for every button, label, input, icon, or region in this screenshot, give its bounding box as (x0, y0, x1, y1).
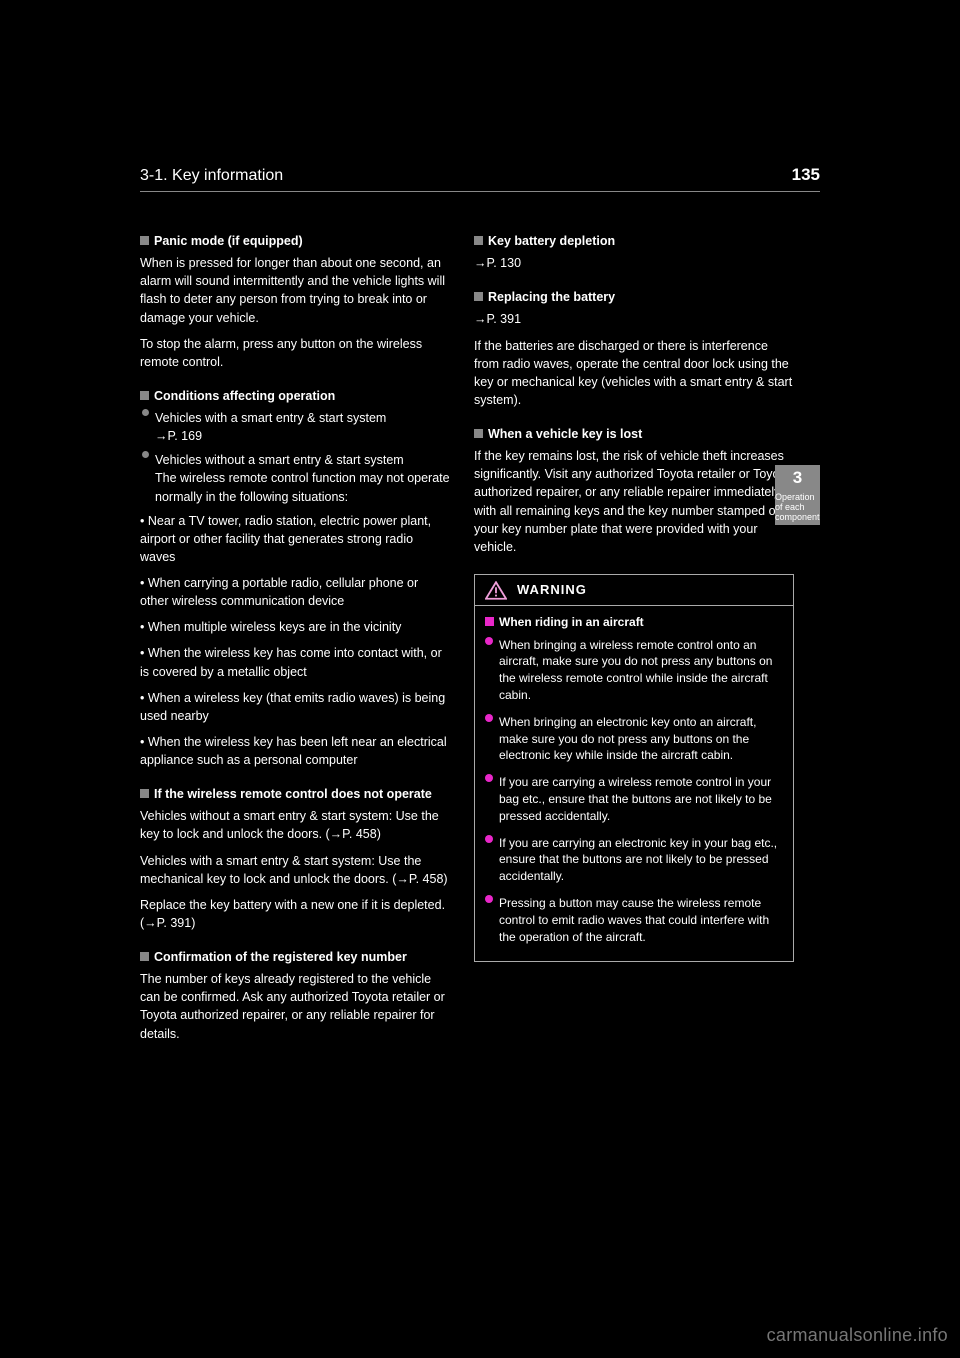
square-bullet-icon (474, 292, 483, 301)
paragraph: Replace the key battery with a new one i… (140, 896, 450, 932)
warning-item: When bringing a wireless remote control … (485, 637, 783, 704)
sub-item: • When a wireless key (that emits radio … (140, 689, 450, 725)
list-item: Vehicles with a smart entry & start syst… (140, 409, 450, 445)
square-bullet-icon (140, 952, 149, 961)
square-bullet-icon (140, 391, 149, 400)
paragraph: When is pressed for longer than about on… (140, 254, 450, 327)
paragraph: Vehicles with a smart entry & start syst… (140, 852, 450, 888)
sub-item: • When multiple wireless keys are in the… (140, 618, 450, 636)
watermark: carmanualsonline.info (767, 1325, 948, 1346)
page-ref: →P. 169 (155, 429, 202, 443)
side-tab-number: 3 (793, 468, 802, 488)
right-column: Key battery depletion →P. 130 Replacing … (474, 232, 794, 1051)
bullet-icon (142, 451, 149, 458)
warning-item: Pressing a button may cause the wireless… (485, 895, 783, 945)
square-bullet-icon (140, 789, 149, 798)
warning-body: When riding in an aircraft When bringing… (475, 606, 793, 962)
square-bullet-icon (474, 236, 483, 245)
columns: Panic mode (if equipped) When is pressed… (140, 232, 820, 1051)
heading-remote-noop: If the wireless remote control does not … (140, 785, 450, 803)
bullet-icon (485, 637, 493, 645)
section-path: 3-1. Key information (140, 167, 283, 185)
page-ref: →P. 130 (474, 254, 794, 272)
warning-subhead: When riding in an aircraft (485, 614, 783, 631)
list-item: Vehicles without a smart entry & start s… (140, 451, 450, 505)
warning-item: If you are carrying a wireless remote co… (485, 774, 783, 824)
heading-battery-depletion: Key battery depletion (474, 232, 794, 250)
paragraph: If the key remains lost, the risk of veh… (474, 447, 794, 556)
bullet-icon (485, 774, 493, 782)
bullet-icon (142, 409, 149, 416)
page-number: 135 (792, 165, 820, 185)
square-bullet-icon (474, 429, 483, 438)
list-text: Vehicles with a smart entry & start syst… (155, 411, 386, 425)
paragraph: To stop the alarm, press any button on t… (140, 335, 450, 371)
bullet-icon (485, 835, 493, 843)
bullet-icon (485, 895, 493, 903)
warning-triangle-icon (485, 581, 507, 600)
heading-key-number: Confirmation of the registered key numbe… (140, 948, 450, 966)
square-bullet-icon (140, 236, 149, 245)
page-ref: →P. 391 (474, 310, 794, 328)
sub-item: • When the wireless key has come into co… (140, 644, 450, 680)
list-text: Vehicles without a smart entry & start s… (155, 453, 404, 467)
heading-replacing-battery: Replacing the battery (474, 288, 794, 306)
warning-box: WARNING When riding in an aircraft When … (474, 574, 794, 963)
page-content: 3-1. Key information 135 Panic mode (if … (140, 165, 820, 1051)
paragraph: The number of keys already registered to… (140, 970, 450, 1043)
bullet-icon (485, 714, 493, 722)
heading-panic-mode: Panic mode (if equipped) (140, 232, 450, 250)
sub-item: • When the wireless key has been left ne… (140, 733, 450, 769)
heading-conditions: Conditions affecting operation (140, 387, 450, 405)
warning-header: WARNING (475, 575, 793, 606)
square-bullet-icon (485, 617, 494, 626)
side-tab-label: Operation of each component (775, 492, 820, 522)
warning-item: If you are carrying an electronic key in… (485, 835, 783, 885)
left-column: Panic mode (if equipped) When is pressed… (140, 232, 450, 1051)
paragraph: If the batteries are discharged or there… (474, 337, 794, 410)
side-tab: 3 Operation of each component (775, 465, 820, 525)
warning-title: WARNING (517, 581, 587, 600)
list-body: The wireless remote control function may… (155, 471, 450, 503)
sub-item: • When carrying a portable radio, cellul… (140, 574, 450, 610)
paragraph: Vehicles without a smart entry & start s… (140, 807, 450, 843)
header-row: 3-1. Key information 135 (140, 165, 820, 192)
warning-item: When bringing an electronic key onto an … (485, 714, 783, 764)
sub-item: • Near a TV tower, radio station, electr… (140, 512, 450, 566)
heading-key-lost: When a vehicle key is lost (474, 425, 794, 443)
